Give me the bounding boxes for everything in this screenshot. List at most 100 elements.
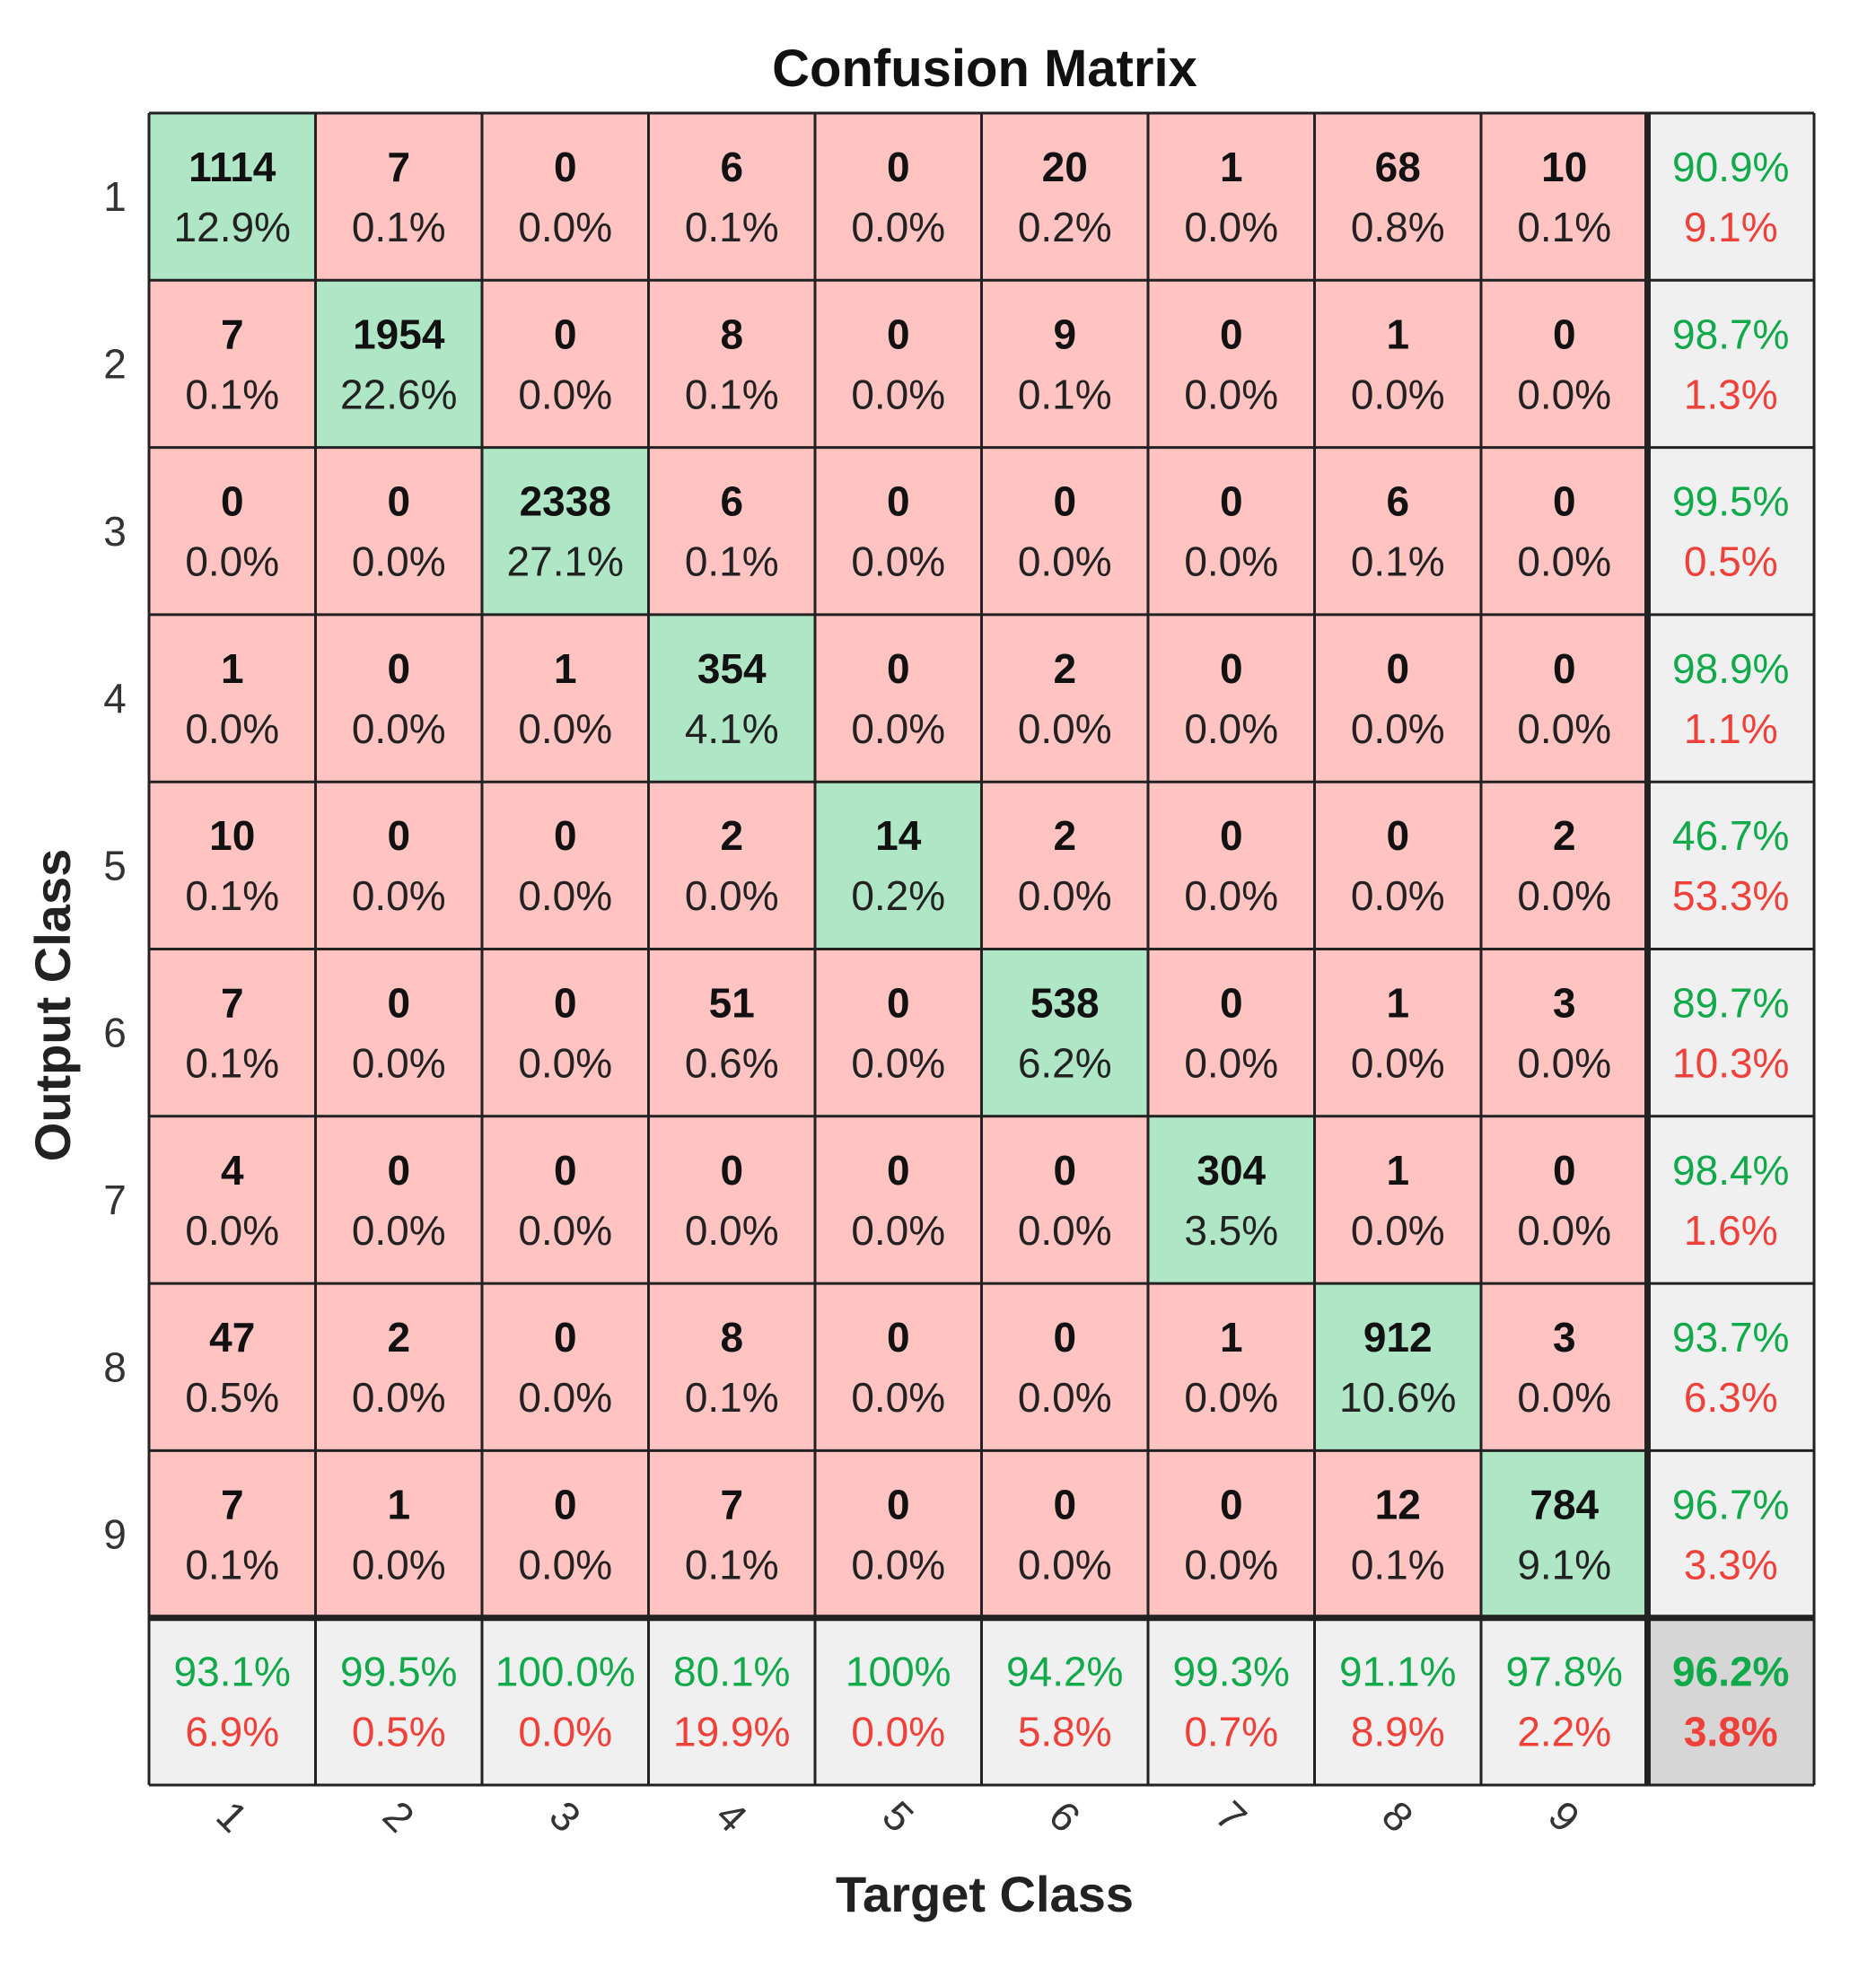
cell-count: 3 — [1553, 1314, 1576, 1361]
matrix-cell: 93.1% 6.9% — [149, 1617, 316, 1785]
matrix-cell: 0 0.0% — [981, 1450, 1148, 1618]
cell-count: 0 — [1553, 1147, 1576, 1194]
cell-background — [1314, 447, 1481, 615]
cell-percent: 0.0% — [1351, 705, 1445, 752]
matrix-cell: 0 0.0% — [1481, 1116, 1648, 1284]
row-precision: 98.4% — [1672, 1147, 1789, 1194]
cell-percent: 0.2% — [851, 872, 945, 919]
cell-background — [1647, 113, 1814, 281]
cell-background — [1314, 614, 1481, 783]
cell-background — [648, 1450, 815, 1618]
cell-background — [1481, 1116, 1648, 1284]
matrix-cell: 0 0.0% — [315, 782, 482, 949]
cell-percent: 0.1% — [185, 1541, 279, 1588]
cell-background — [1148, 113, 1315, 281]
matrix-cell: 0 0.0% — [815, 1283, 982, 1451]
matrix-cell: 0 0.0% — [981, 447, 1148, 615]
cell-background — [1148, 447, 1315, 615]
cell-background — [482, 782, 649, 949]
column-recall: 93.1% — [174, 1649, 291, 1695]
chart-title: Confusion Matrix — [772, 39, 1197, 98]
cell-count: 1 — [1386, 1147, 1409, 1194]
y-tick-label: 1 — [103, 173, 127, 220]
cell-count: 14 — [875, 812, 922, 859]
matrix-cell: 0 0.0% — [482, 113, 649, 281]
cell-count: 7 — [387, 144, 410, 190]
matrix-cell: 2 0.0% — [981, 782, 1148, 949]
cell-percent: 0.1% — [685, 371, 779, 417]
column-error: 2.2% — [1517, 1709, 1611, 1755]
cell-background — [981, 1450, 1148, 1618]
cell-background — [315, 1617, 482, 1785]
cell-percent: 0.1% — [1351, 1541, 1445, 1588]
row-precision: 90.9% — [1672, 144, 1789, 190]
cell-background — [1148, 1617, 1315, 1785]
cell-background — [1314, 1283, 1481, 1451]
matrix-cell: 0 0.0% — [981, 1116, 1148, 1284]
cell-percent: 0.0% — [1184, 1040, 1278, 1087]
cell-percent: 0.6% — [685, 1040, 779, 1087]
cell-background — [1481, 614, 1648, 783]
cell-count: 7 — [221, 980, 244, 1027]
matrix-cell: 0 0.0% — [1148, 614, 1315, 783]
matrix-cell: 97.8% 2.2% — [1481, 1617, 1648, 1785]
cell-percent: 0.0% — [352, 538, 446, 585]
cell-percent: 0.1% — [352, 204, 446, 250]
cell-percent: 0.0% — [1184, 1374, 1278, 1421]
cell-background — [815, 1283, 982, 1451]
matrix-cell: 304 3.5% — [1148, 1116, 1315, 1284]
cell-background — [1314, 949, 1481, 1116]
row-error: 1.6% — [1684, 1207, 1778, 1254]
matrix-cell: 3 0.0% — [1481, 1283, 1648, 1451]
cell-count: 0 — [554, 311, 577, 357]
cell-background — [981, 113, 1148, 281]
cell-percent: 0.0% — [1018, 1541, 1112, 1588]
column-recall: 99.5% — [340, 1649, 457, 1695]
matrix-cell: 0 0.0% — [482, 782, 649, 949]
cell-count: 0 — [1386, 812, 1409, 859]
cell-percent: 4.1% — [685, 705, 779, 752]
cell-count: 0 — [887, 1147, 910, 1194]
matrix-cell: 100% 0.0% — [815, 1617, 982, 1785]
cell-count: 0 — [1220, 812, 1243, 859]
column-recall: 80.1% — [673, 1649, 790, 1695]
cell-background — [149, 949, 316, 1116]
cell-background — [315, 782, 482, 949]
cell-count: 2 — [1053, 645, 1076, 692]
cell-count: 0 — [1220, 478, 1243, 525]
cell-background — [149, 1283, 316, 1451]
cell-background — [1647, 949, 1814, 1116]
matrix-cell: 1 0.0% — [482, 614, 649, 783]
cell-background — [648, 113, 815, 281]
row-precision: 96.7% — [1672, 1481, 1789, 1527]
cell-background — [1481, 1617, 1648, 1785]
cell-count: 0 — [387, 478, 410, 525]
y-tick-label: 9 — [103, 1511, 127, 1558]
cell-percent: 0.0% — [185, 705, 279, 752]
matrix-cell: 0 0.0% — [315, 447, 482, 615]
cell-background — [981, 782, 1148, 949]
cell-background — [1314, 1617, 1481, 1785]
x-tick-label: 1 — [207, 1792, 257, 1842]
matrix-cell: 98.7% 1.3% — [1647, 280, 1814, 448]
column-error: 6.9% — [185, 1709, 279, 1755]
cell-count: 0 — [554, 980, 577, 1027]
x-tick-label: 4 — [707, 1792, 757, 1842]
cell-percent: 0.0% — [1184, 371, 1278, 417]
y-tick-label: 4 — [103, 675, 127, 722]
cell-background — [482, 280, 649, 448]
cell-count: 9 — [1053, 311, 1076, 357]
matrix-cell: 99.5% 0.5% — [315, 1617, 482, 1785]
row-precision: 93.7% — [1672, 1314, 1789, 1361]
x-tick-labels: 1 2 3 4 5 6 7 8 9 — [207, 1792, 1589, 1842]
cell-background — [815, 280, 982, 448]
cell-percent: 0.0% — [1517, 1040, 1611, 1087]
cell-percent: 0.1% — [1517, 204, 1611, 250]
cell-percent: 0.0% — [518, 872, 612, 919]
cell-background — [149, 782, 316, 949]
cell-background — [815, 1116, 982, 1284]
cell-count: 0 — [554, 1481, 577, 1527]
matrix-cell: 6 0.1% — [648, 113, 815, 281]
cell-percent: 0.0% — [851, 204, 945, 250]
cell-background — [648, 447, 815, 615]
